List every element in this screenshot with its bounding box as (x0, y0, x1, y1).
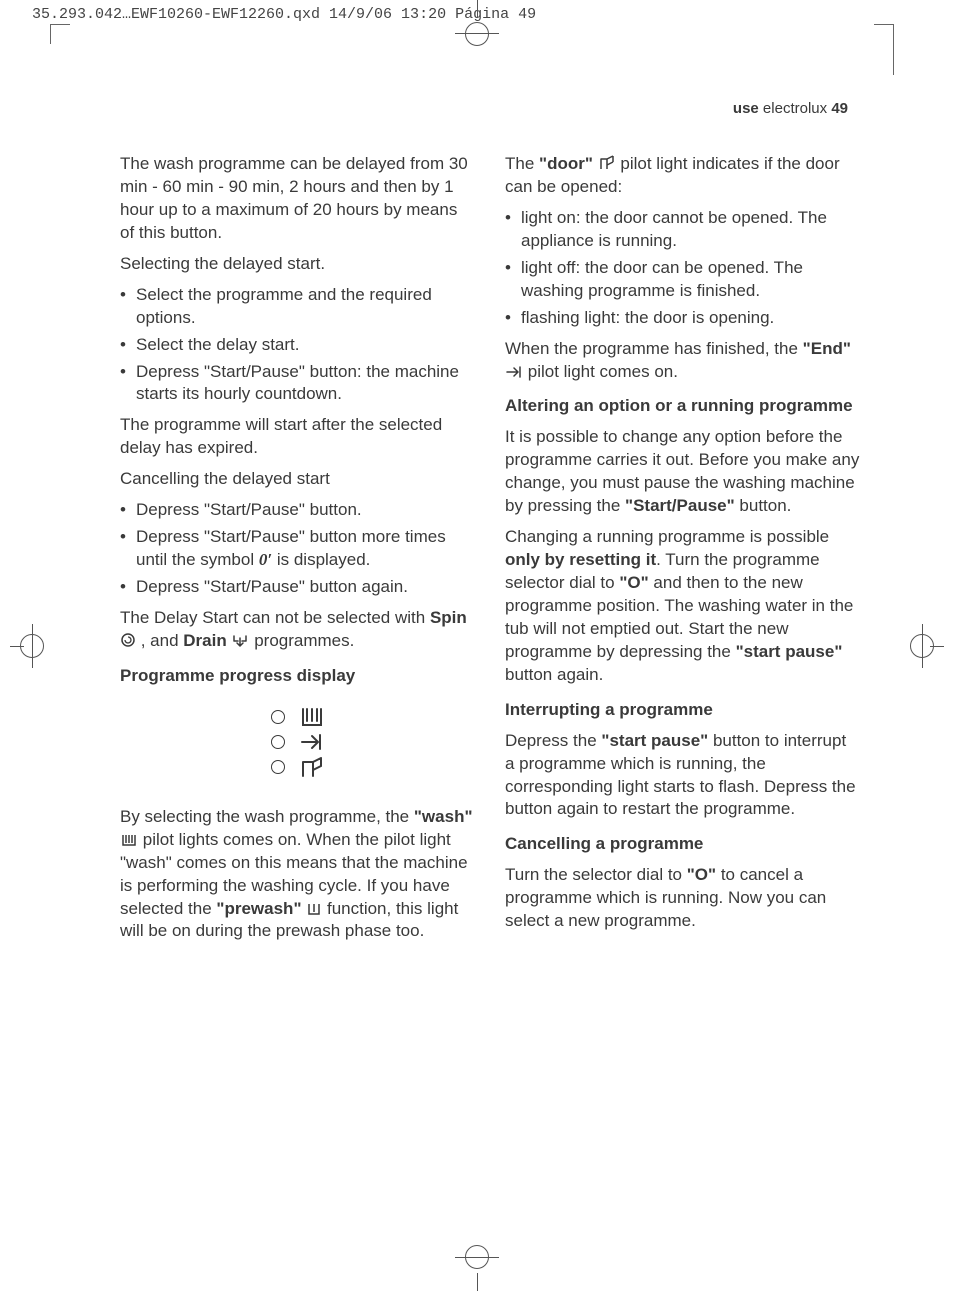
bullet-list: Select the programme and the required op… (120, 284, 475, 407)
list-item: Depress "Start/Pause" button: the machin… (120, 361, 475, 407)
start-pause-label: "start pause" (736, 642, 843, 661)
crop-mark-right (900, 630, 944, 662)
right-column: The "door" pilot light indicates if the … (505, 153, 860, 951)
text: By selecting the wash programme, the (120, 807, 414, 826)
bullet-list: Depress "Start/Pause" button. Depress "S… (120, 499, 475, 599)
left-column: The wash programme can be delayed from 3… (120, 153, 475, 951)
text: When the programme has finished, the (505, 339, 803, 358)
prewash-icon (306, 902, 322, 916)
led-icon (271, 710, 285, 724)
door-icon (299, 756, 325, 778)
para: Turn the selector dial to "O" to cancel … (505, 864, 860, 933)
O-label: "O" (687, 865, 716, 884)
list-item: light on: the door cannot be opened. The… (505, 207, 860, 253)
text: pilot light comes on. (528, 362, 678, 381)
text: Changing a running programme is possible (505, 527, 829, 546)
para: Cancelling the delayed start (120, 468, 475, 491)
spin-icon (120, 632, 136, 648)
para: Selecting the delayed start. (120, 253, 475, 276)
para: When the programme has finished, the "En… (505, 338, 860, 384)
wash-icon (120, 833, 138, 847)
door-label: "door" (539, 154, 593, 173)
text: is displayed. (272, 550, 370, 569)
progress-display-diagram (238, 706, 358, 778)
door-icon (598, 155, 616, 171)
list-item: light off: the door can be opened. The w… (505, 257, 860, 303)
led-icon (271, 735, 285, 749)
heading-interrupting: Interrupting a programme (505, 699, 860, 722)
spin-label: Spin (430, 608, 467, 627)
start-pause-label: "start pause" (601, 731, 708, 750)
page-content: use electrolux 49 The wash programme can… (120, 100, 860, 951)
para: By selecting the wash programme, the "wa… (120, 806, 475, 944)
start-pause-label: "Start/Pause" (625, 496, 735, 515)
text: button. (735, 496, 792, 515)
end-label: "End" (803, 339, 851, 358)
para: Changing a running programme is possible… (505, 526, 860, 687)
text: , and (136, 631, 183, 650)
led-icon (271, 760, 285, 774)
running-head-bold: use (733, 100, 759, 117)
para: The wash programme can be delayed from 3… (120, 153, 475, 245)
heading-progress-display: Programme progress display (120, 665, 475, 688)
progress-row-end (238, 732, 358, 752)
running-head-light: electrolux (759, 100, 832, 117)
page-number: 49 (831, 100, 848, 117)
text: Turn the selector dial to (505, 865, 687, 884)
crop-mark-bottom (461, 1247, 493, 1291)
text: The Delay Start can not be selected with (120, 608, 430, 627)
para: The programme will start after the selec… (120, 414, 475, 460)
prewash-label: "prewash" (216, 899, 301, 918)
list-item: Depress "Start/Pause" button more times … (120, 526, 475, 572)
drain-label: Drain (183, 631, 226, 650)
running-head: use electrolux 49 (120, 100, 860, 117)
wash-icon (299, 706, 325, 728)
para: The Delay Start can not be selected with… (120, 607, 475, 653)
crop-mark-left (10, 630, 54, 662)
only-reset-label: only by resetting it (505, 550, 656, 569)
text: The (505, 154, 539, 173)
text: Depress the (505, 731, 601, 750)
list-item: Select the delay start. (120, 334, 475, 357)
text: programmes. (254, 631, 354, 650)
para: Depress the "start pause" button to inte… (505, 730, 860, 822)
wash-label: "wash" (414, 807, 473, 826)
end-icon (299, 732, 325, 752)
bullet-list: light on: the door cannot be opened. The… (505, 207, 860, 330)
O-label: "O" (619, 573, 648, 592)
list-item: flashing light: the door is opening. (505, 307, 860, 330)
zero-symbol: 0′ (259, 550, 272, 569)
heading-cancelling: Cancelling a programme (505, 833, 860, 856)
drain-icon (231, 632, 249, 648)
crop-corner-top-right (874, 24, 894, 44)
heading-altering: Altering an option or a running programm… (505, 395, 860, 418)
text: button again. (505, 665, 603, 684)
progress-row-wash (238, 706, 358, 728)
crop-corner-top-left (50, 24, 70, 44)
end-icon (505, 365, 523, 379)
list-item: Select the programme and the required op… (120, 284, 475, 330)
progress-row-door (238, 756, 358, 778)
para: The "door" pilot light indicates if the … (505, 153, 860, 199)
list-item: Depress "Start/Pause" button. (120, 499, 475, 522)
list-item: Depress "Start/Pause" button again. (120, 576, 475, 599)
para: It is possible to change any option befo… (505, 426, 860, 518)
crop-mark-top (461, 0, 493, 44)
